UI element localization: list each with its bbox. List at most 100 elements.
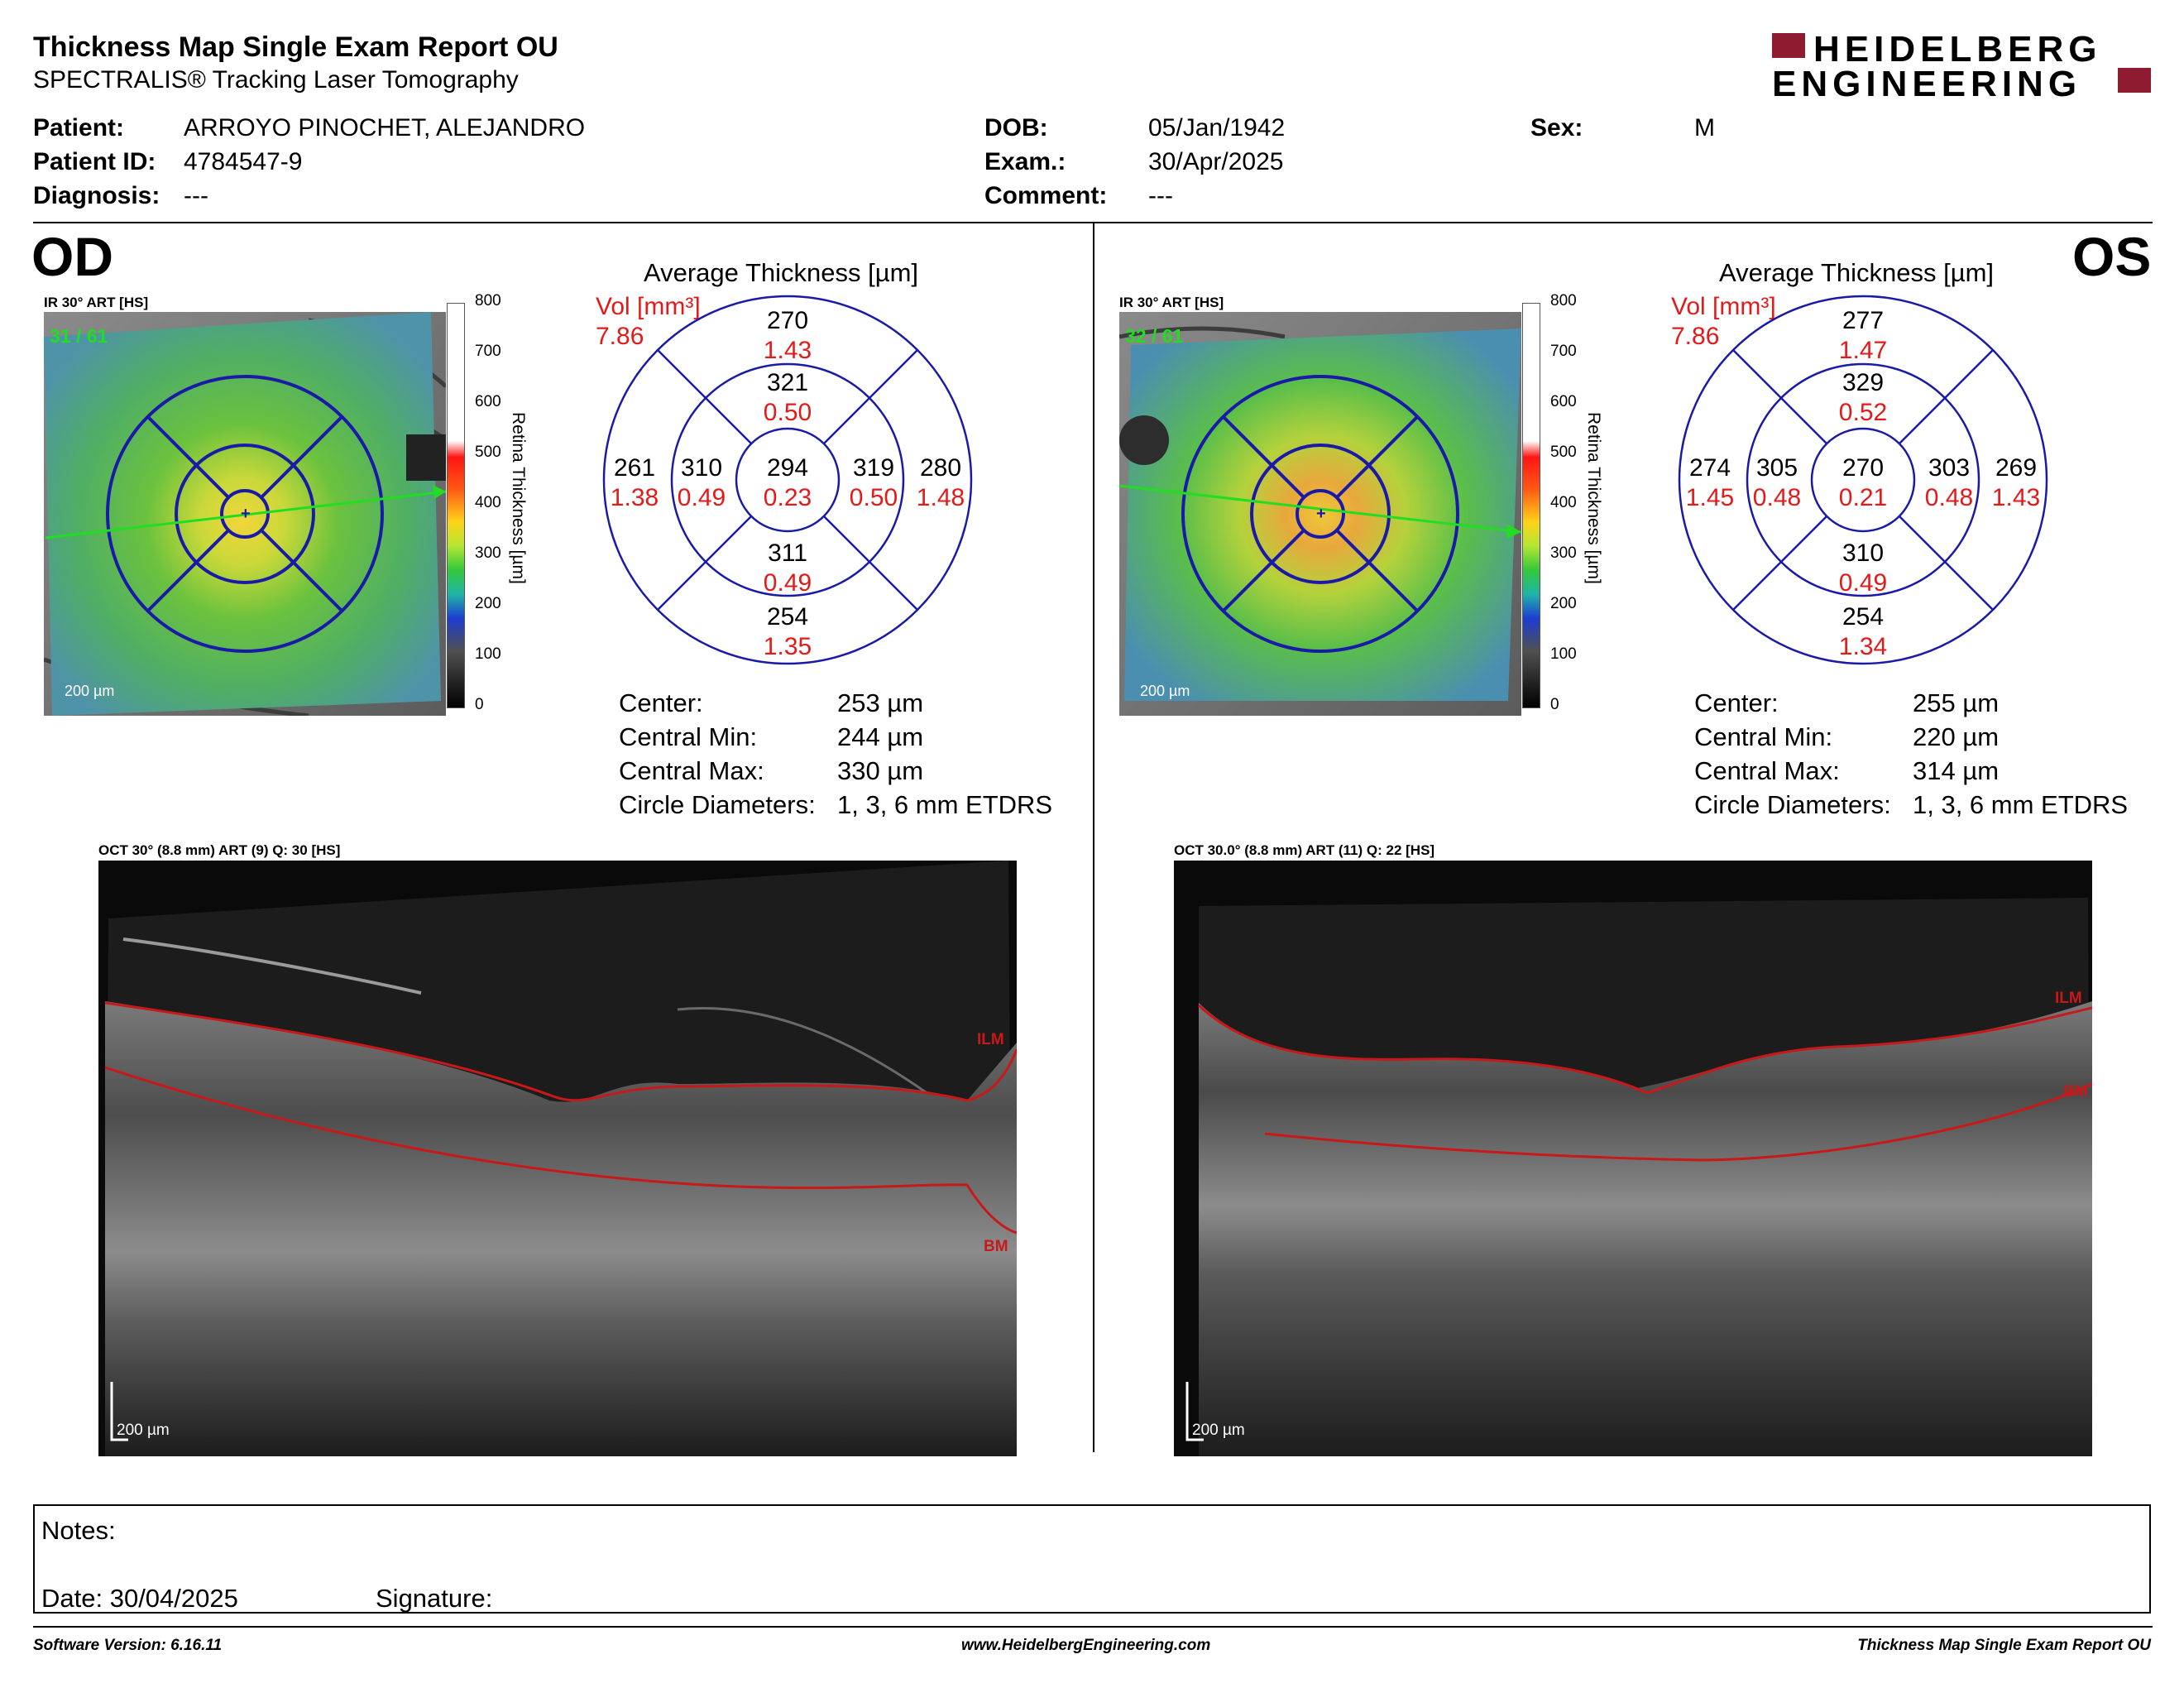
od-cb-tick: 600 (475, 393, 501, 410)
software-version: Software Version: 6.16.11 (33, 1637, 223, 1654)
od-center-label: Center: (619, 688, 703, 717)
od-superior-inner-thickness: 321 (767, 369, 808, 396)
os-cb-tick: 800 (1550, 292, 1577, 309)
os-superior-outer-volume: 1.47 (1839, 337, 1887, 364)
os-center-value: 255 µm (1913, 688, 2000, 717)
os-colorbar-title: Retina Thickness [µm] (1584, 412, 1603, 584)
patient-id-label: Patient ID: (33, 148, 156, 175)
od-cb-tick: 500 (475, 444, 501, 461)
od-ir-caption: IR 30° ART [HS] (44, 295, 149, 310)
heidelberg-logo: HEIDELBERG ENGINEERING (1772, 29, 2153, 103)
notes-box: Notes: Date: 30/04/2025 Signature: (33, 1504, 2151, 1614)
od-etdrs-title: Average Thickness [µm] (644, 258, 919, 287)
od-cb-tick: 200 (475, 595, 501, 612)
os-cb-tick: 700 (1550, 343, 1577, 360)
od-center-value: 253 µm (837, 688, 924, 717)
od-bm-label: BM (984, 1238, 1008, 1255)
od-cb-tick: 800 (475, 292, 501, 309)
comment-value: --- (1148, 182, 1173, 209)
dob-value: 05/Jan/1942 (1148, 114, 1286, 141)
os-cb-tick: 0 (1550, 696, 1559, 713)
os-cb-tick: 400 (1550, 494, 1577, 511)
os-central-max-label: Central Max: (1694, 756, 1840, 785)
os-circle-diam-label: Circle Diameters: (1694, 790, 1891, 819)
od-vol-label: Vol [mm³] (596, 293, 701, 320)
od-central-min-label: Central Min: (619, 722, 758, 751)
os-inferior-outer-thickness: 254 (1842, 603, 1884, 631)
exam-value: 30/Apr/2025 (1148, 148, 1284, 175)
os-cb-tick: 500 (1550, 444, 1577, 461)
os-circle-diam-value: 1, 3, 6 mm ETDRS (1913, 790, 2129, 819)
od-fundus-scale: 200 µm (65, 683, 115, 699)
os-vol-value: 7.86 (1671, 323, 1720, 350)
patient-name: ARROYO PINOCHET, ALEJANDRO (184, 114, 586, 141)
os-center-volume: 0.21 (1839, 484, 1887, 511)
os-eye-label: OS (2072, 226, 2152, 287)
os-center-label: Center: (1694, 688, 1779, 717)
od-circle-diam-label: Circle Diameters: (619, 790, 816, 819)
od-temporal-inner-volume: 0.49 (678, 484, 726, 511)
logo-square-bottom (2118, 68, 2151, 93)
od-temporal-outer-thickness: 261 (614, 454, 655, 482)
os-oct-bscan: ILM BM 200 µm (1174, 861, 2092, 1456)
os-frame-counter: 32 / 61 (1125, 325, 1184, 347)
od-colorbar-title: Retina Thickness [µm] (509, 412, 528, 584)
od-cb-tick: 300 (475, 544, 501, 562)
os-cb-tick: 200 (1550, 595, 1577, 612)
od-cb-tick: 0 (475, 696, 484, 713)
website-link[interactable]: www.HeidelbergEngineering.com (961, 1637, 1211, 1654)
od-central-max-value: 330 µm (837, 756, 924, 785)
od-superior-inner-volume: 0.50 (764, 399, 812, 426)
os-bm-label: BM (2063, 1083, 2088, 1101)
os-inferior-outer-volume: 1.34 (1839, 633, 1887, 660)
notes-label: Notes: (41, 1516, 116, 1545)
od-center-volume: 0.23 (764, 484, 812, 511)
od-inferior-inner-thickness: 311 (768, 539, 807, 567)
comment-label: Comment: (984, 182, 1108, 209)
svg-text:+: + (1316, 505, 1326, 523)
os-nasal-inner-volume: 0.48 (1925, 484, 1973, 511)
od-frame-counter: 31 / 61 (50, 325, 108, 347)
os-oct-caption: OCT 30.0° (8.8 mm) ART (11) Q: 22 [HS] (1174, 842, 1435, 858)
od-nasal-inner-thickness: 319 (853, 454, 894, 482)
footer-rule (33, 1626, 2153, 1628)
exam-label: Exam.: (984, 148, 1066, 175)
footer-report-name: Thickness Map Single Exam Report OU (1857, 1637, 2151, 1654)
os-inferior-inner-thickness: 310 (1842, 539, 1884, 567)
logo-line-1: HEIDELBERG (1813, 29, 2102, 70)
od-nasal-outer-volume: 1.48 (917, 484, 965, 511)
os-temporal-inner-volume: 0.48 (1753, 484, 1801, 511)
od-oct-scale: 200 µm (117, 1422, 170, 1439)
od-inferior-inner-volume: 0.49 (764, 569, 812, 597)
od-superior-outer-volume: 1.43 (764, 337, 812, 364)
logo-square-top (1772, 33, 1805, 58)
os-central-min-label: Central Min: (1694, 722, 1833, 751)
os-nasal-inner-thickness: 303 (1928, 454, 1970, 482)
diagnosis-label: Diagnosis: (33, 182, 160, 209)
os-central-min-value: 220 µm (1913, 722, 2000, 751)
od-superior-outer-thickness: 270 (767, 307, 808, 334)
od-central-min-value: 244 µm (837, 722, 924, 751)
os-superior-inner-volume: 0.52 (1839, 399, 1887, 426)
diagnosis-value: --- (184, 182, 208, 209)
od-eye-label: OD (31, 226, 113, 287)
od-cb-tick: 100 (475, 645, 501, 663)
patient-id: 4784547-9 (184, 148, 303, 175)
os-superior-outer-thickness: 277 (1842, 307, 1884, 334)
os-temporal-outer-thickness: 274 (1689, 454, 1731, 482)
dob-label: DOB: (984, 114, 1048, 141)
od-vol-value: 7.86 (596, 323, 644, 350)
od-temporal-outer-volume: 1.38 (611, 484, 659, 511)
patient-label: Patient: (33, 114, 125, 141)
os-temporal-outer-volume: 1.45 (1686, 484, 1734, 511)
od-etdrs-grid: 270 1.43 321 0.50 261 1.38 310 0.49 294 … (602, 295, 973, 665)
od-ilm-label: ILM (977, 1031, 1004, 1048)
os-oct-scale: 200 µm (1192, 1422, 1245, 1439)
od-inferior-outer-thickness: 254 (767, 603, 808, 631)
os-fundus-image: + (1119, 312, 1521, 716)
os-vol-label: Vol [mm³] (1671, 293, 1776, 320)
os-thickness-colorbar (1522, 303, 1540, 708)
od-circle-diam-value: 1, 3, 6 mm ETDRS (837, 790, 1053, 819)
od-nasal-inner-volume: 0.50 (850, 484, 898, 511)
od-oct-caption: OCT 30° (8.8 mm) ART (9) Q: 30 [HS] (98, 842, 341, 858)
